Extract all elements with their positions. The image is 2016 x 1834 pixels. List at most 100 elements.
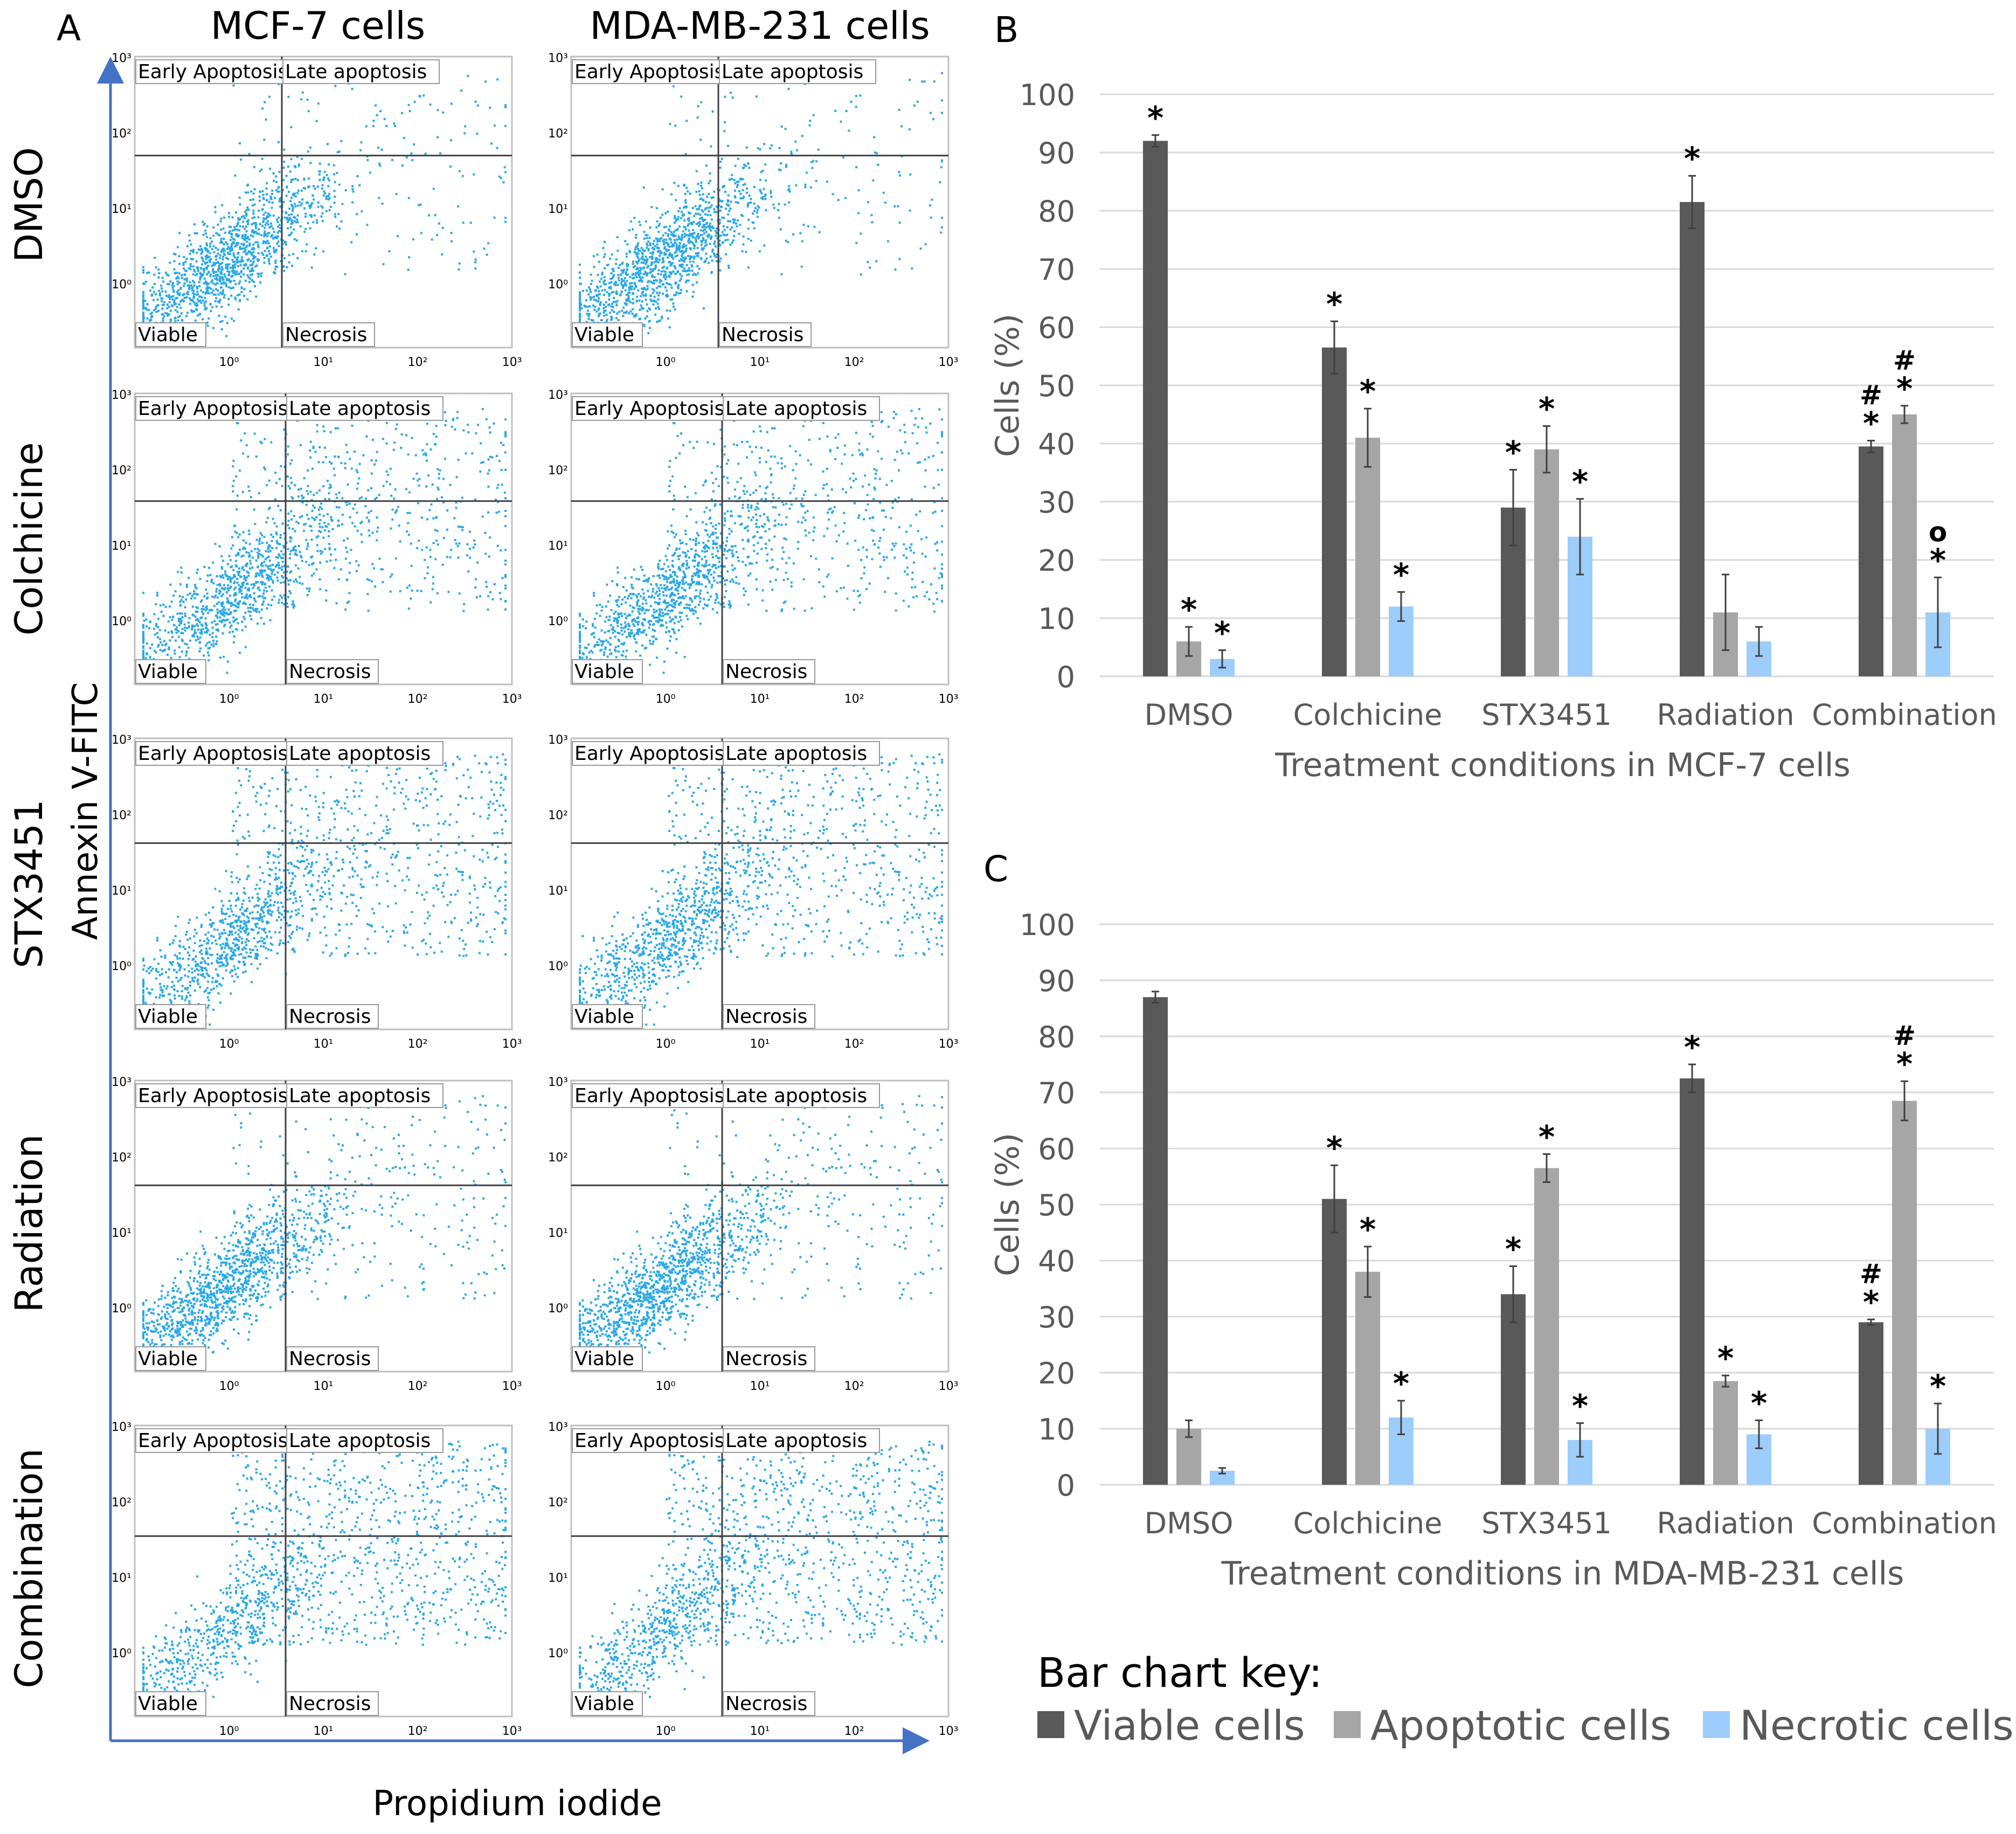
quadrant-label-tl: Early Apoptosis: [574, 398, 724, 420]
error-bar: [1755, 626, 1763, 657]
x-tick-label: 10³: [939, 1725, 959, 1738]
y-tick-label: 10⁰: [548, 278, 568, 292]
significance-mark: *: [1539, 1118, 1555, 1155]
y-tick-label: 10²: [548, 1151, 568, 1165]
quadrant-label-tr: Late apoptosis: [289, 1085, 431, 1107]
bar-apoptotic: [1713, 1381, 1738, 1485]
quadrant-label-tl: Early Apoptosis: [138, 1430, 288, 1452]
x-tick-label: 10⁰: [656, 1380, 676, 1393]
error-bar: [1722, 573, 1729, 651]
x-tick-label: 10⁰: [219, 1037, 239, 1051]
error-bar: [1509, 469, 1517, 546]
x-tick-label: 10²: [408, 1725, 428, 1738]
significance-mark: *: [1393, 1365, 1409, 1402]
y-tick-label: 10¹: [548, 203, 568, 216]
bar-viable: [1322, 1199, 1347, 1485]
quadrant-label-tr: Late apoptosis: [285, 61, 427, 83]
y-tick-label: 10²: [112, 809, 131, 822]
flow-events: [579, 753, 943, 1026]
panel-b: B 0 10 20 30 40 50 60 70 80 90 100 Cells (%) DMSO * * *…: [989, 9, 1997, 784]
x-tick-label: 10¹: [750, 1725, 770, 1738]
x-tick-label: 10³: [939, 1380, 959, 1393]
y-tick-label: 10¹: [548, 1227, 568, 1240]
significance-mark: *: [1684, 1029, 1700, 1065]
error-bar: [1331, 1164, 1338, 1234]
legend-label-apoptotic: Apoptotic cells: [1370, 1701, 1672, 1749]
y-axis-label: Cells (%): [989, 314, 1027, 457]
y-tick-label: 60: [1038, 311, 1075, 345]
error-bar: [1576, 498, 1584, 576]
y-tick-label: 10²: [548, 809, 568, 822]
category-label: DMSO: [1145, 698, 1234, 732]
flow-events: [579, 1095, 943, 1368]
bar-viable: [1680, 202, 1705, 676]
quadrant-label-br: Necrosis: [725, 1006, 807, 1028]
column-title-mcf7: MCF-7 cells: [211, 4, 426, 48]
y-tick-label: 100: [1020, 908, 1075, 942]
quadrant-label-tr: Late apoptosis: [725, 1085, 867, 1107]
error-bar: [1218, 649, 1226, 669]
y-tick-label: 10³: [112, 1421, 131, 1434]
y-tick-label: 10²: [112, 127, 131, 141]
y-tick-label: 10¹: [112, 1227, 131, 1240]
x-tick-label: 10²: [844, 1037, 864, 1051]
y-tick-label: 10¹: [112, 884, 131, 898]
significance-mark: #: [1893, 345, 1916, 376]
x-tick-label: 10¹: [750, 693, 770, 706]
error-bar: [1867, 1318, 1875, 1326]
legend-label-necrotic: Necrotic cells: [1740, 1701, 2014, 1749]
quadrant-label-tl: Early Apoptosis: [138, 398, 288, 420]
bar-apoptotic: [1355, 1271, 1380, 1485]
quadrant-label-tl: Early Apoptosis: [574, 1085, 724, 1107]
x-tick-label: 10²: [844, 1725, 864, 1738]
significance-mark: #: [1893, 1020, 1916, 1051]
category-label: Radiation: [1657, 698, 1794, 732]
legend-swatch-necrotic: [1703, 1711, 1730, 1738]
error-bar: [1901, 405, 1908, 424]
quadrant-label-br: Necrosis: [725, 1693, 807, 1715]
y-tick-label: 10³: [548, 1421, 568, 1434]
legend: Bar chart key: Viable cells Apoptotic ce…: [1037, 1649, 2014, 1749]
x-tick-label: 10¹: [314, 1725, 334, 1738]
quadrant-label-br: Necrosis: [289, 1006, 371, 1028]
flow-events: [579, 1440, 943, 1713]
y-tick-label: 100: [1020, 78, 1075, 112]
category-label: Combination: [1812, 698, 1997, 732]
bar-viable: [1501, 1294, 1526, 1485]
significance-mark: *: [1684, 140, 1700, 177]
significance-mark: o: [1929, 516, 1947, 548]
y-tick-label: 90: [1038, 136, 1075, 170]
quadrant-label-br: Necrosis: [289, 1693, 371, 1715]
quadrant-label-tr: Late apoptosis: [722, 61, 863, 83]
x-tick-label: 10⁰: [656, 356, 676, 369]
y-tick-label: 10⁰: [112, 615, 131, 628]
y-tick-label: 10³: [112, 52, 131, 65]
y-tick-label: 10²: [548, 127, 568, 141]
y-tick-label: 10³: [112, 389, 131, 402]
significance-mark: *: [1147, 100, 1163, 136]
row-label-stx3451: STX3451: [7, 799, 51, 968]
quadrant-label-tl: Early Apoptosis: [574, 743, 724, 765]
significance-mark: *: [1505, 434, 1521, 471]
bar-apoptotic: [1534, 449, 1559, 676]
y-tick-label: 30: [1038, 486, 1075, 520]
y-tick-label: 10¹: [548, 1572, 568, 1585]
category-label: Colchicine: [1293, 1506, 1443, 1540]
y-tick-label: 0: [1057, 1469, 1075, 1503]
y-tick-label: 10⁰: [112, 1647, 131, 1660]
significance-mark: *: [1572, 463, 1588, 500]
category-label: STX3451: [1481, 1506, 1612, 1540]
y-tick-label: 10³: [548, 389, 568, 402]
y-tick-label: 10³: [548, 52, 568, 65]
significance-mark: *: [1393, 556, 1409, 593]
x-tick-label: 10²: [844, 356, 864, 369]
significance-mark: *: [1863, 405, 1879, 442]
error-bar: [1867, 440, 1875, 453]
quadrant-label-tr: Late apoptosis: [289, 743, 431, 765]
bar-viable: [1680, 1078, 1705, 1485]
